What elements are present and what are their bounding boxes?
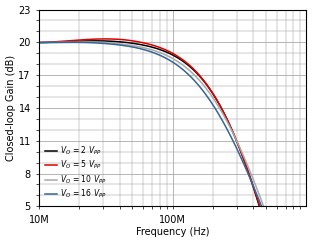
Line: $V_O$ = 10 $V_{PP}$: $V_O$ = 10 $V_{PP}$	[39, 42, 306, 243]
$V_O$ = 10 $V_{PP}$	[193, 74, 197, 77]
$V_O$ = 2 $V_{PP}$	[268, 240, 271, 243]
$V_O$ = 2 $V_{PP}$	[193, 69, 197, 72]
$V_O$ = 2 $V_{PP}$	[54, 41, 57, 43]
$V_O$ = 16 $V_{PP}$	[268, 226, 271, 228]
Line: $V_O$ = 5 $V_{PP}$: $V_O$ = 5 $V_{PP}$	[39, 39, 306, 243]
$V_O$ = 5 $V_{PP}$	[193, 69, 197, 72]
Line: $V_O$ = 2 $V_{PP}$: $V_O$ = 2 $V_{PP}$	[39, 41, 306, 243]
$V_O$ = 2 $V_{PP}$	[37, 41, 41, 44]
$V_O$ = 2 $V_{PP}$	[200, 77, 203, 80]
$V_O$ = 5 $V_{PP}$	[200, 77, 203, 79]
$V_O$ = 16 $V_{PP}$	[208, 99, 212, 102]
$V_O$ = 5 $V_{PP}$	[208, 87, 212, 90]
$V_O$ = 16 $V_{PP}$	[193, 79, 197, 82]
$V_O$ = 5 $V_{PP}$	[240, 154, 244, 156]
$V_O$ = 5 $V_{PP}$	[104, 37, 108, 40]
$V_O$ = 2 $V_{PP}$	[240, 154, 244, 157]
$V_O$ = 16 $V_{PP}$	[54, 41, 57, 44]
X-axis label: Frequency (Hz): Frequency (Hz)	[136, 227, 209, 237]
$V_O$ = 10 $V_{PP}$	[208, 92, 212, 95]
$V_O$ = 2 $V_{PP}$	[208, 87, 212, 90]
$V_O$ = 5 $V_{PP}$	[54, 40, 57, 43]
$V_O$ = 16 $V_{PP}$	[240, 159, 244, 162]
$V_O$ = 10 $V_{PP}$	[80, 41, 83, 43]
Y-axis label: Closed-loop Gain (dB): Closed-loop Gain (dB)	[6, 55, 16, 161]
$V_O$ = 16 $V_{PP}$	[37, 41, 41, 44]
Line: $V_O$ = 16 $V_{PP}$: $V_O$ = 16 $V_{PP}$	[39, 42, 306, 243]
$V_O$ = 10 $V_{PP}$	[268, 221, 271, 224]
$V_O$ = 10 $V_{PP}$	[54, 41, 57, 44]
$V_O$ = 16 $V_{PP}$	[200, 88, 203, 91]
$V_O$ = 5 $V_{PP}$	[37, 41, 41, 44]
$V_O$ = 10 $V_{PP}$	[240, 151, 244, 154]
$V_O$ = 2 $V_{PP}$	[95, 39, 98, 42]
$V_O$ = 16 $V_{PP}$	[70, 41, 73, 44]
$V_O$ = 5 $V_{PP}$	[268, 237, 271, 240]
$V_O$ = 10 $V_{PP}$	[200, 81, 203, 84]
$V_O$ = 10 $V_{PP}$	[37, 41, 41, 44]
Legend: $V_O$ = 2 $V_{PP}$, $V_O$ = 5 $V_{PP}$, $V_O$ = 10 $V_{PP}$, $V_O$ = 16 $V_{PP}$: $V_O$ = 2 $V_{PP}$, $V_O$ = 5 $V_{PP}$, …	[43, 142, 109, 202]
